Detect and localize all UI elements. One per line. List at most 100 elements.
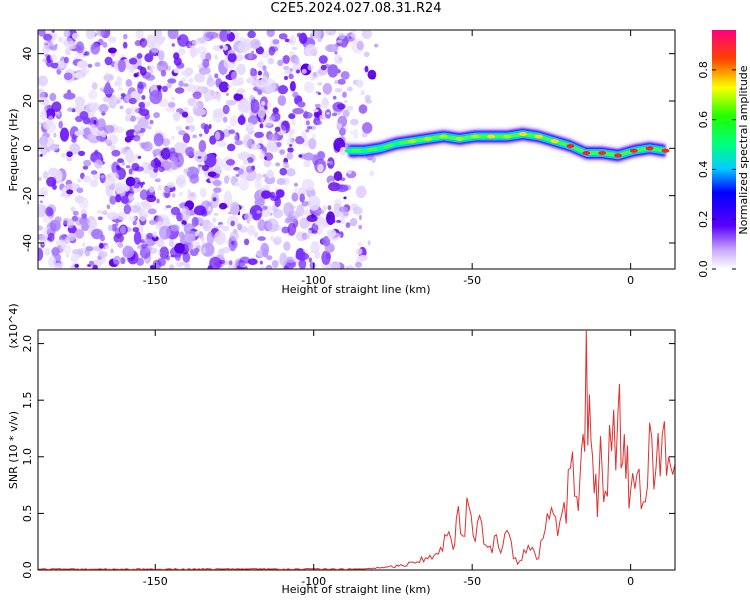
top-ytick-label: 0 <box>21 145 34 152</box>
noise-blob <box>349 217 358 227</box>
noise-blob <box>74 105 80 112</box>
noise-blob <box>170 96 176 101</box>
noise-blob <box>167 101 176 108</box>
noise-blob <box>247 115 259 125</box>
noise-blob <box>141 202 152 210</box>
noise-blob <box>289 81 296 92</box>
colorbar-ticks: 0.0 0.2 0.4 0.6 0.8 <box>697 61 736 278</box>
ridge-peak <box>392 141 401 146</box>
noise-blob <box>174 87 185 94</box>
noise-blob <box>310 33 314 39</box>
noise-blob <box>225 92 229 96</box>
noise-blob <box>181 261 187 267</box>
noise-blob <box>303 249 308 252</box>
top-xtick-label: -50 <box>463 274 481 287</box>
noise-blob <box>212 217 217 223</box>
noise-blob <box>332 95 337 100</box>
noise-blob <box>267 57 275 65</box>
noise-blob <box>169 264 175 269</box>
top-ytick-label: 20 <box>21 94 34 108</box>
noise-blob <box>207 73 213 83</box>
noise-blob <box>311 134 316 139</box>
chart-title: C2E5.2024.027.08.31.R24 <box>270 1 442 16</box>
noise-blob <box>129 57 138 65</box>
noise-blob <box>355 185 367 199</box>
noise-blob <box>53 132 57 138</box>
noise-blob <box>214 54 218 60</box>
noise-blob <box>225 159 236 166</box>
noise-blob <box>262 205 268 210</box>
noise-blob <box>42 44 50 54</box>
noise-blob <box>255 46 264 55</box>
noise-blob <box>116 99 120 104</box>
noise-blob <box>283 65 290 71</box>
noise-blob <box>280 120 289 131</box>
noise-blob <box>60 193 65 198</box>
noise-blob <box>98 103 109 114</box>
noise-blob <box>115 194 122 203</box>
noise-blob <box>63 39 69 47</box>
noise-blob <box>275 162 280 167</box>
noise-blob <box>288 73 294 80</box>
noise-blob <box>170 224 180 232</box>
noise-blob <box>77 178 81 183</box>
noise-blobs <box>38 30 379 269</box>
noise-blob <box>188 77 194 84</box>
noise-blob <box>70 206 76 212</box>
noise-blob <box>188 124 196 132</box>
noise-blob <box>122 41 128 49</box>
noise-blob <box>195 231 200 234</box>
noise-blob <box>108 36 117 43</box>
noise-blob <box>149 65 155 70</box>
noise-blob <box>363 51 370 58</box>
noise-blob <box>109 195 117 205</box>
noise-blob <box>58 120 63 129</box>
noise-blob <box>339 146 347 156</box>
noise-blob <box>269 46 279 52</box>
noise-blob <box>230 220 235 227</box>
noise-blob <box>43 99 49 106</box>
noise-blob <box>171 43 175 47</box>
noise-blob <box>73 72 84 79</box>
noise-blob <box>317 37 322 43</box>
noise-blob <box>49 45 58 51</box>
noise-blob <box>301 130 307 139</box>
noise-blob <box>326 112 330 115</box>
noise-blob <box>187 191 197 201</box>
noise-blob <box>340 71 350 80</box>
noise-blob <box>289 144 293 147</box>
noise-blob <box>213 212 219 216</box>
noise-blob <box>89 102 100 112</box>
noise-blob <box>219 45 224 49</box>
noise-blob <box>82 242 86 247</box>
noise-blob <box>291 46 298 51</box>
noise-blob <box>358 224 363 230</box>
noise-blob <box>115 126 125 134</box>
noise-blob <box>192 91 202 100</box>
top-xtick-label: -100 <box>301 274 326 287</box>
noise-blob <box>156 198 160 204</box>
noise-blob <box>303 110 309 119</box>
noise-blob <box>63 30 71 38</box>
noise-blob <box>136 53 143 59</box>
noise-blob <box>129 106 139 115</box>
noise-blob <box>217 248 225 258</box>
bottom-ytick-label: 1.5 <box>21 391 34 409</box>
noise-blob <box>38 88 45 100</box>
noise-blob <box>230 71 238 81</box>
colorbar-label: Normalized spectral amplitude <box>737 65 750 234</box>
noise-blob <box>294 188 298 192</box>
noise-blob <box>64 236 71 245</box>
noise-blob <box>259 150 266 160</box>
noise-blob <box>141 181 145 185</box>
noise-blob <box>295 248 306 261</box>
noise-blob <box>96 118 106 131</box>
noise-blob <box>298 32 308 45</box>
colorbar-tick-label: 0.0 <box>697 260 710 278</box>
noise-blob <box>50 53 58 62</box>
noise-blob <box>266 218 279 233</box>
noise-blob <box>265 264 273 269</box>
top-xtick-label: -150 <box>143 274 168 287</box>
noise-blob <box>234 135 240 141</box>
noise-blob <box>141 95 146 100</box>
